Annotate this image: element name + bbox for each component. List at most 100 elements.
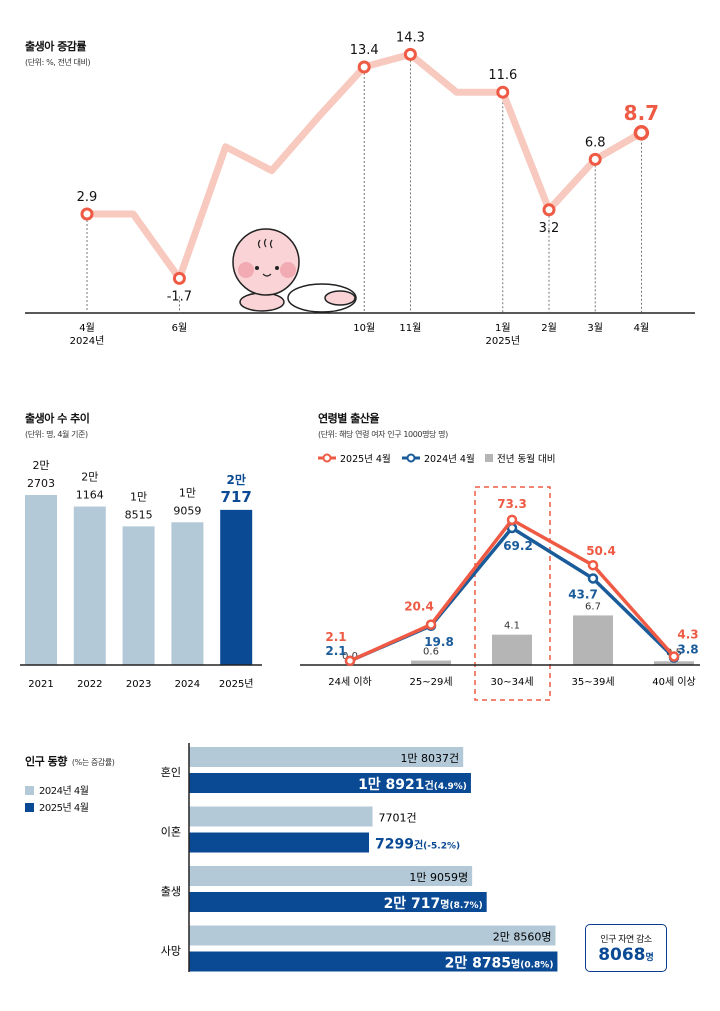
data-point xyxy=(587,559,599,571)
legend-label: 2025년 4월 xyxy=(340,453,391,465)
data-label-2024: 2.1 xyxy=(325,644,346,658)
bar xyxy=(122,526,155,665)
data-point xyxy=(506,514,518,526)
age-chart-title: 연령별 출산율 xyxy=(318,412,380,425)
label-part: 명 xyxy=(511,958,520,971)
bar-label-2024: 2만 8560명 xyxy=(493,931,552,944)
x-tick-label: 11월 xyxy=(399,322,421,334)
data-point xyxy=(496,85,510,99)
x-tick-label: 30~34세 xyxy=(490,676,533,688)
category-label: 혼인 xyxy=(161,766,181,779)
bar-label-bottom: 717 xyxy=(221,488,252,506)
diff-bar xyxy=(492,634,532,666)
line-chart-subtitle: (단위: %, 전년 대비) xyxy=(25,58,91,67)
highlight-box xyxy=(474,486,551,701)
data-point xyxy=(403,47,417,61)
x-tick-label: 2023 xyxy=(126,679,151,690)
x-tick-label: 2021 xyxy=(28,679,53,690)
legend-2025: 2025년 4월 xyxy=(25,799,89,814)
label-part: 명 xyxy=(440,898,449,911)
bar-2025 xyxy=(189,832,370,853)
x-tick-label: 2022 xyxy=(77,679,102,690)
label-part: (4.9%) xyxy=(434,782,467,792)
population-bar-chart: 혼인 1만 8037건 1만 8921건(4.9%) 이혼 7701건 7299건(-5.… xyxy=(161,743,558,972)
bar-2024 xyxy=(189,806,373,827)
data-label-2025: 2.1 xyxy=(325,630,346,644)
data-label: 6.8 xyxy=(585,135,606,150)
data-label-2024: 43.7 xyxy=(568,587,598,601)
label-part: 2만 8785 xyxy=(445,956,511,972)
x-tick-label: 2025년 xyxy=(219,678,254,690)
bar xyxy=(171,522,204,665)
data-point xyxy=(344,655,356,667)
line-chart-title: 출생아 증감률 xyxy=(25,40,87,53)
bar-label-2024: 1만 9059명 xyxy=(409,871,468,884)
data-label: 13.4 xyxy=(350,43,379,58)
bar-label-bottom: 9059 xyxy=(173,504,201,517)
births-bar-chart: 2만 2703 2021 2만 1164 2022 1만 8515 2023 1만 9059 2024… xyxy=(20,459,262,690)
data-label: 2.9 xyxy=(77,190,98,205)
data-point xyxy=(80,207,94,221)
diff-label: 6.7 xyxy=(585,601,601,612)
data-point xyxy=(668,651,680,662)
bar-label-2024: 1만 8037건 xyxy=(400,752,459,765)
category-label: 출생 xyxy=(161,885,181,898)
data-label-2025: 20.4 xyxy=(404,600,434,614)
data-point xyxy=(633,125,650,141)
label-part: (0.8%) xyxy=(520,961,553,971)
data-label-2024: 69.2 xyxy=(503,539,533,553)
bar-label-bottom: 2703 xyxy=(27,477,55,490)
legend-marker xyxy=(406,453,416,463)
data-label: -1.7 xyxy=(167,289,192,304)
baby-illustration xyxy=(232,228,357,313)
bar-label-2025: 7299건(-5.2%) xyxy=(375,837,460,853)
x-tick-label: 6월 xyxy=(172,322,188,334)
legend-swatch xyxy=(485,454,493,462)
data-label: 11.6 xyxy=(488,68,517,83)
x-tick-sublabel: 2025년 xyxy=(485,335,520,347)
x-tick-label: 35~39세 xyxy=(571,676,614,688)
diff-label: 4.1 xyxy=(504,621,520,632)
x-tick-label: 10월 xyxy=(353,322,375,334)
bar-2025 xyxy=(189,892,487,912)
legend-label: 전년 동월 대비 xyxy=(497,453,555,465)
bar-label-top: 2만 xyxy=(227,472,246,487)
x-tick-label: 4월 xyxy=(634,322,650,334)
bar-label-top: 1만 xyxy=(179,486,196,499)
diff-bar xyxy=(654,661,694,666)
data-label-2025: 4.3 xyxy=(677,627,698,641)
bar-2024 xyxy=(189,925,556,946)
data-label: 3.2 xyxy=(539,221,560,236)
label-part: 2만 717 xyxy=(384,896,441,912)
bar-chart-title: 출생아 수 추이 xyxy=(25,412,90,425)
data-point xyxy=(357,60,371,74)
x-tick-sublabel: 2024년 xyxy=(70,335,105,347)
diff-bar xyxy=(573,615,613,666)
x-tick-label: 4월 xyxy=(79,322,95,334)
diff-label: 0.6 xyxy=(423,647,439,658)
bar-label-2025: 1만 8921건(4.9%) xyxy=(358,777,467,793)
category-label: 이혼 xyxy=(161,826,181,839)
bar xyxy=(25,495,57,665)
data-label-2025: 73.3 xyxy=(497,497,527,511)
label-part: 건 xyxy=(425,779,434,792)
bar xyxy=(220,509,253,665)
label-part: 7299 xyxy=(375,837,414,853)
bar-label-top: 1만 xyxy=(130,490,147,503)
bar-label-2025: 2만 8785명(0.8%) xyxy=(445,956,554,972)
legend-2024: 2024년 4월 xyxy=(25,782,89,797)
bar-label-2024: 7701건 xyxy=(379,812,417,825)
x-tick-label: 2월 xyxy=(541,322,557,334)
bar-label-top: 2만 xyxy=(81,471,98,484)
x-tick-label: 2024 xyxy=(175,679,200,690)
label-part: (8.7%) xyxy=(450,901,483,911)
natural-decrease-callout: 인구 자연 감소 8068명 xyxy=(585,924,667,972)
x-tick-label: 1월 xyxy=(495,322,511,334)
bar-2025 xyxy=(189,951,558,972)
x-tick-label: 25~29세 xyxy=(409,676,452,688)
bar-label-bottom: 1164 xyxy=(76,489,104,502)
bar-label-2025: 2만 717명(8.7%) xyxy=(384,896,483,912)
bar-2024 xyxy=(189,866,473,886)
data-label-2025: 50.4 xyxy=(586,544,616,558)
bar-label-top: 2만 xyxy=(32,459,49,472)
